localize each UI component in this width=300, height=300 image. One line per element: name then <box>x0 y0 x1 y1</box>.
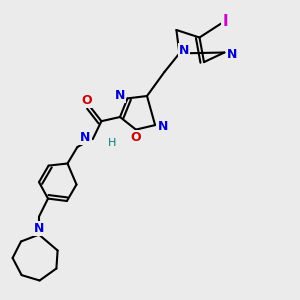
Text: N: N <box>158 120 168 133</box>
Text: O: O <box>82 94 92 107</box>
Text: I: I <box>222 14 228 28</box>
Text: H: H <box>108 138 117 148</box>
Text: N: N <box>115 89 125 102</box>
Text: N: N <box>80 130 91 144</box>
Text: O: O <box>130 130 141 144</box>
Text: N: N <box>179 44 189 57</box>
Text: N: N <box>227 47 237 61</box>
Text: N: N <box>34 222 44 235</box>
